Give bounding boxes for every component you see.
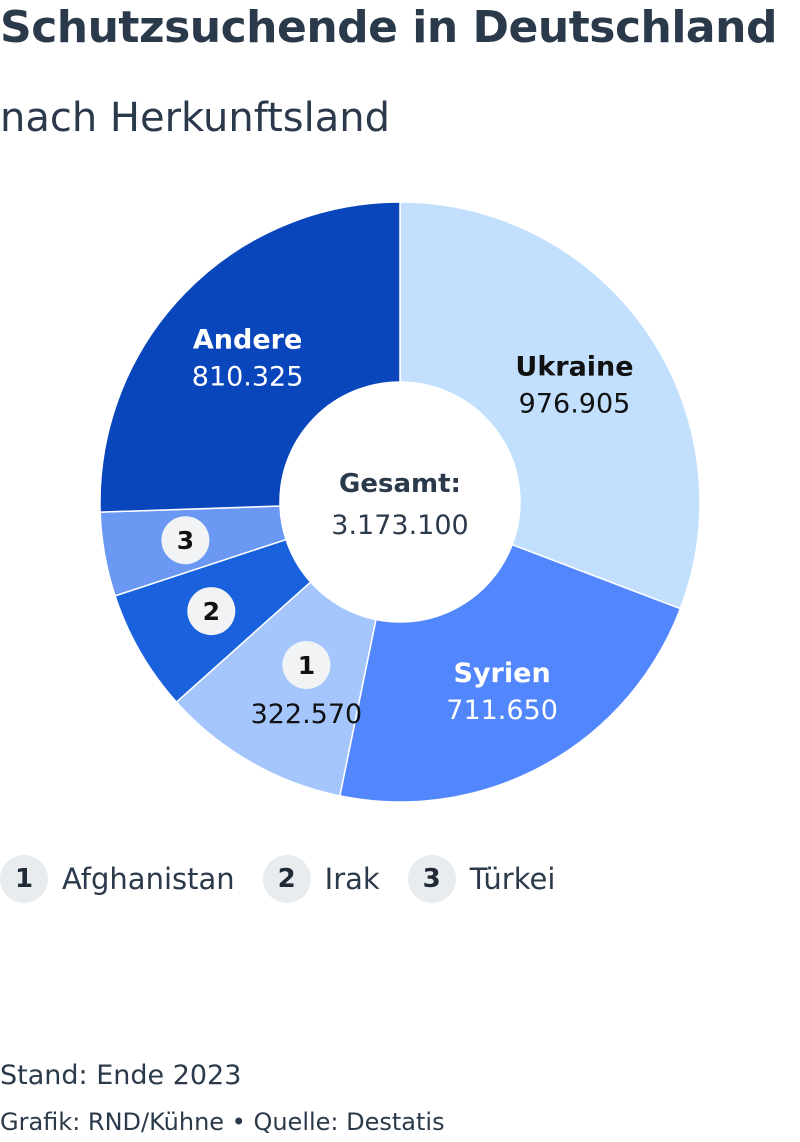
donut-center: Gesamt: 3.173.100 xyxy=(331,469,468,541)
slice-badge-number-tuerkei: 3 xyxy=(177,526,194,555)
legend-label-afghanistan: Afghanistan xyxy=(62,862,235,896)
legend-badge-2: 2 xyxy=(262,855,311,903)
legend-item-irak: 2 Irak xyxy=(262,855,380,903)
slice-badge-number-irak: 2 xyxy=(203,597,220,626)
footer-source: Grafik: RND/Kühne • Quelle: Destatis xyxy=(0,1108,445,1136)
slice-badge-tuerkei xyxy=(161,516,210,565)
legend-badge-1: 1 xyxy=(0,855,48,903)
footer-stand-date: Stand: Ende 2023 xyxy=(0,1060,242,1091)
slice-label-syrien: Syrien xyxy=(454,658,551,689)
legend-badge-3: 3 xyxy=(407,855,456,903)
donut-slice-labels: Ukraine 976.905 Syrien 711.650 1 322.570 2 3 And… xyxy=(161,325,634,730)
donut-slices xyxy=(99,201,701,803)
slice-label-andere: Andere xyxy=(193,325,302,356)
legend-label-tuerkei: Türkei xyxy=(469,862,556,896)
slice-badge-afghanistan xyxy=(282,641,331,689)
legend-item-tuerkei: 3 Türkei xyxy=(407,855,556,903)
donut-hole xyxy=(280,382,520,622)
slice-value-afghanistan: 322.570 xyxy=(251,699,363,730)
center-total-label: Gesamt: xyxy=(339,469,461,499)
slice-value-andere: 810.325 xyxy=(192,362,304,393)
slice-value-syrien: 711.650 xyxy=(446,695,558,726)
chart-subtitle: nach Herkunftsland xyxy=(0,95,390,141)
legend-label-irak: Irak xyxy=(324,862,380,896)
slice-value-ukraine: 976.905 xyxy=(519,389,631,420)
slice-label-ukraine: Ukraine xyxy=(515,352,633,383)
center-total-value: 3.173.100 xyxy=(331,510,468,541)
donut-chart: Ukraine 976.905 Syrien 711.650 1 322.570 2 3 And… xyxy=(99,201,701,803)
legend-item-afghanistan: 1 Afghanistan xyxy=(0,855,235,903)
legend: 1 Afghanistan 2 Irak 3 Türkei xyxy=(0,855,583,903)
slice-badge-number-afghanistan: 1 xyxy=(298,651,315,680)
slice-badge-irak xyxy=(187,587,236,636)
chart-title: Schutzsuchende in Deutschland xyxy=(0,2,777,53)
